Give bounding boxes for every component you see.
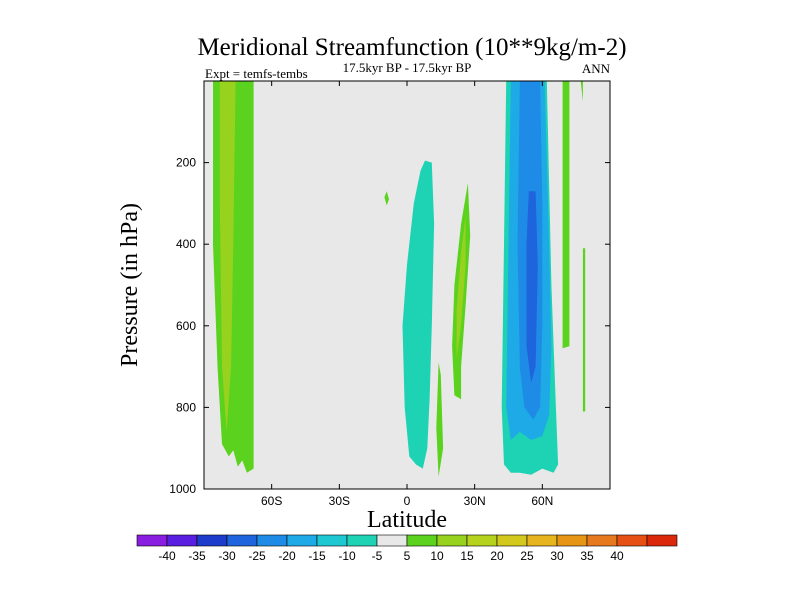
colorbar-swatch — [406, 534, 438, 547]
x-tick-label: 30N — [464, 494, 486, 508]
colorbar-label: 40 — [610, 549, 624, 563]
colorbar-swatch — [586, 534, 618, 547]
y-tick-label: 1000 — [169, 482, 196, 496]
y-tick-label: 400 — [176, 237, 196, 251]
x-tick-label: 30S — [329, 494, 350, 508]
chart-title: Meridional Streamfunction (10**9kg/m-2) — [197, 34, 626, 61]
colorbar-swatch — [226, 534, 258, 547]
colorbar-label: 30 — [550, 549, 564, 563]
contour-tropical-thin-streak — [436, 362, 444, 477]
colorbar-swatch — [526, 534, 558, 547]
y-axis-label: Pressure (in hPa) — [117, 203, 143, 367]
x-tick-label: 60N — [531, 494, 553, 508]
colorbar-swatch — [346, 534, 378, 547]
colorbar-swatch — [286, 534, 318, 547]
colorbar-label: 20 — [490, 549, 504, 563]
colorbar-label: -5 — [372, 549, 383, 563]
contour-northern-hadley-core — [456, 215, 466, 359]
colorbar-swatch — [376, 534, 408, 547]
x-tick-label: 60S — [261, 494, 282, 508]
chart-subtitle: 17.5kyr BP - 17.5kyr BP — [343, 60, 472, 75]
contour-northern-polar-thin — [582, 248, 586, 412]
colorbar-swatch — [616, 534, 648, 547]
colorbar-label: 35 — [580, 549, 594, 563]
colorbar-swatch — [556, 534, 588, 547]
x-tick-label: 0 — [404, 494, 411, 508]
colorbar-swatch — [646, 534, 678, 547]
colorbar-swatch — [136, 534, 168, 547]
contour-northern-polar-strip — [580, 81, 583, 102]
colorbar-swatch — [496, 534, 528, 547]
colorbar-label: -25 — [248, 549, 266, 563]
y-tick-label: 200 — [176, 156, 196, 170]
colorbar-label: -30 — [218, 549, 236, 563]
season-label: ANN — [582, 61, 611, 76]
y-tick-label: 600 — [176, 319, 196, 333]
contour-tropical-speck — [384, 191, 389, 206]
colorbar-label: 15 — [460, 549, 474, 563]
colorbar-label: -20 — [278, 549, 296, 563]
contour-northern-polar-green — [562, 81, 570, 349]
colorbar-swatch — [166, 534, 198, 547]
colorbar-label: -40 — [158, 549, 176, 563]
colorbar-swatch — [256, 534, 288, 547]
colorbar-label: -35 — [188, 549, 206, 563]
colorbar-label: -10 — [338, 549, 356, 563]
contour-southern-hadley-cell — [402, 160, 435, 469]
colorbar-label: -15 — [308, 549, 326, 563]
contour-southern-polar-core — [219, 81, 236, 432]
colorbar-swatch — [466, 534, 498, 547]
y-tick-label: 800 — [176, 400, 196, 414]
experiment-label: Expt = temfs-tembs — [205, 66, 308, 81]
colorbar-label: 10 — [430, 549, 444, 563]
contour-northern-ferrel-core — [526, 191, 538, 383]
colorbar-label: 25 — [520, 549, 534, 563]
colorbar-swatch — [196, 534, 228, 547]
x-axis-label: Latitude — [367, 507, 447, 533]
colorbar-swatch — [436, 534, 468, 547]
colorbar-swatch — [316, 534, 348, 547]
colorbar-label: 5 — [404, 549, 411, 563]
